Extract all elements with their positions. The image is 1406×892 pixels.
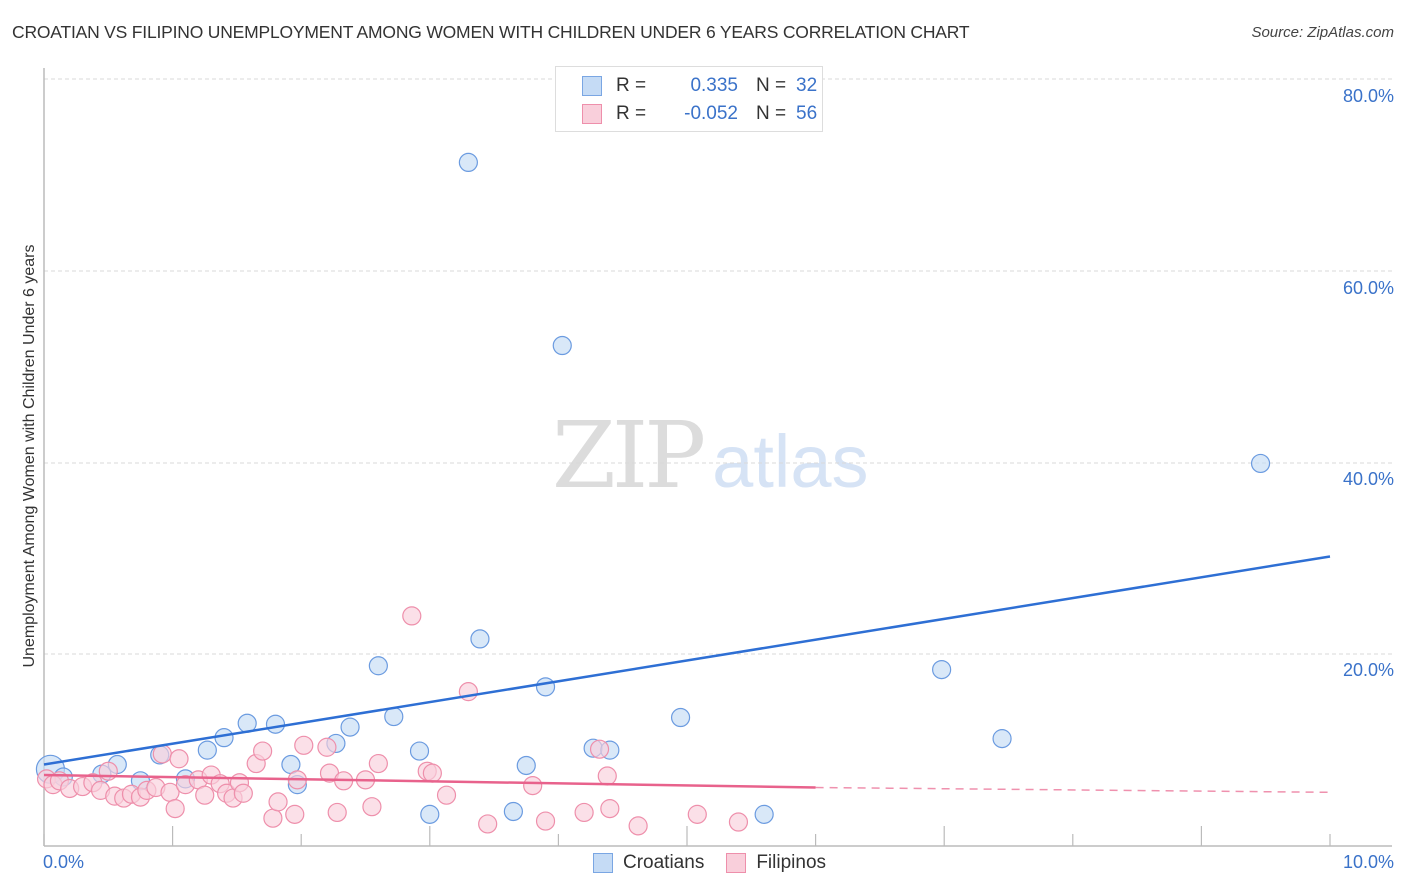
- data-point[interactable]: [670, 707, 691, 728]
- n-value: 56: [796, 103, 818, 124]
- croatian-trend-line: [43, 555, 1331, 766]
- trend-lines: [43, 555, 1331, 794]
- data-point[interactable]: [503, 801, 523, 822]
- data-point[interactable]: [362, 797, 382, 817]
- data-point[interactable]: [932, 659, 952, 680]
- data-point[interactable]: [535, 811, 556, 831]
- y-tick-80: 80.0%: [1342, 86, 1394, 106]
- data-point[interactable]: [436, 785, 457, 805]
- data-point[interactable]: [402, 606, 422, 626]
- data-point[interactable]: [458, 152, 478, 173]
- source-credit: Source: ZipAtlas.com: [1251, 24, 1394, 41]
- data-point[interactable]: [597, 766, 617, 786]
- r-label: R =: [616, 75, 647, 96]
- data-point[interactable]: [478, 814, 498, 834]
- r-label: R =: [616, 103, 647, 124]
- data-point[interactable]: [687, 804, 707, 824]
- r-value: 0.335: [690, 75, 738, 96]
- n-value: 32: [796, 75, 818, 96]
- filipino-trend-line: [43, 773, 816, 789]
- croatian-points: [35, 152, 1271, 824]
- legend-row-filipinos: R = -0.052 N = 56: [556, 100, 817, 128]
- axes: [43, 68, 1392, 847]
- data-point[interactable]: [152, 744, 172, 764]
- data-point[interactable]: [516, 755, 536, 776]
- legend-row-croatians: R = 0.335 N = 32: [556, 72, 817, 100]
- r-value: -0.052: [684, 103, 738, 124]
- data-point[interactable]: [294, 735, 314, 755]
- data-point[interactable]: [98, 761, 118, 781]
- data-point[interactable]: [327, 802, 347, 823]
- correlation-legend: R = 0.335 N = 32 R = -0.052 N = 56: [555, 66, 823, 132]
- filipinos-square-icon: [726, 853, 747, 873]
- data-point[interactable]: [268, 792, 288, 812]
- data-point[interactable]: [197, 740, 217, 760]
- data-point[interactable]: [195, 785, 215, 805]
- x-tick-min: 0.0%: [43, 852, 85, 872]
- data-point[interactable]: [992, 729, 1012, 749]
- data-point[interactable]: [574, 802, 594, 823]
- filipino-points: [36, 606, 749, 836]
- y-tick-20: 20.0%: [1342, 660, 1394, 680]
- filipino-trend-extrapolation: [815, 786, 1331, 794]
- data-point[interactable]: [422, 763, 442, 783]
- data-point[interactable]: [420, 804, 440, 824]
- data-point[interactable]: [409, 741, 430, 761]
- data-point[interactable]: [285, 804, 305, 824]
- data-point[interactable]: [340, 717, 360, 737]
- data-point[interactable]: [552, 335, 572, 356]
- data-point[interactable]: [384, 706, 404, 727]
- data-point[interactable]: [600, 799, 620, 819]
- data-point[interactable]: [523, 775, 543, 796]
- data-point[interactable]: [628, 816, 648, 836]
- data-point[interactable]: [169, 749, 189, 769]
- n-label: N =: [756, 75, 787, 96]
- data-point[interactable]: [165, 799, 185, 819]
- chart-title: CROATIAN VS FILIPINO UNEMPLOYMENT AMONG …: [12, 22, 970, 42]
- croatians-square-icon: [593, 853, 613, 873]
- filipino-swatch-icon: [582, 104, 602, 124]
- data-point[interactable]: [265, 714, 286, 734]
- data-point[interactable]: [317, 737, 337, 757]
- data-point[interactable]: [470, 629, 490, 649]
- legend-label-croatians: Croatians: [623, 852, 705, 873]
- legend-item-filipinos[interactable]: Filipinos: [726, 852, 826, 874]
- y-axis-label: Unemployment Among Women with Children U…: [21, 244, 38, 668]
- y-tick-60: 60.0%: [1342, 278, 1394, 298]
- series-legend: Croatians Filipinos: [593, 852, 848, 874]
- x-tick-max: 10.0%: [1342, 852, 1394, 872]
- data-point[interactable]: [233, 783, 253, 803]
- data-point[interactable]: [368, 753, 388, 774]
- legend-item-croatians[interactable]: Croatians: [593, 852, 704, 874]
- data-point[interactable]: [263, 808, 283, 828]
- data-point[interactable]: [728, 812, 749, 832]
- n-label: N =: [756, 103, 787, 124]
- legend-label-filipinos: Filipinos: [756, 852, 827, 873]
- data-point[interactable]: [754, 804, 774, 824]
- data-point[interactable]: [1250, 453, 1271, 474]
- data-point[interactable]: [535, 677, 556, 697]
- croatian-swatch-icon: [582, 76, 602, 96]
- gridlines: [44, 78, 1392, 655]
- data-point[interactable]: [589, 739, 610, 759]
- x-axis-ticks: [43, 826, 1331, 846]
- data-point[interactable]: [368, 656, 388, 676]
- y-tick-40: 40.0%: [1342, 469, 1394, 489]
- data-point[interactable]: [253, 741, 273, 761]
